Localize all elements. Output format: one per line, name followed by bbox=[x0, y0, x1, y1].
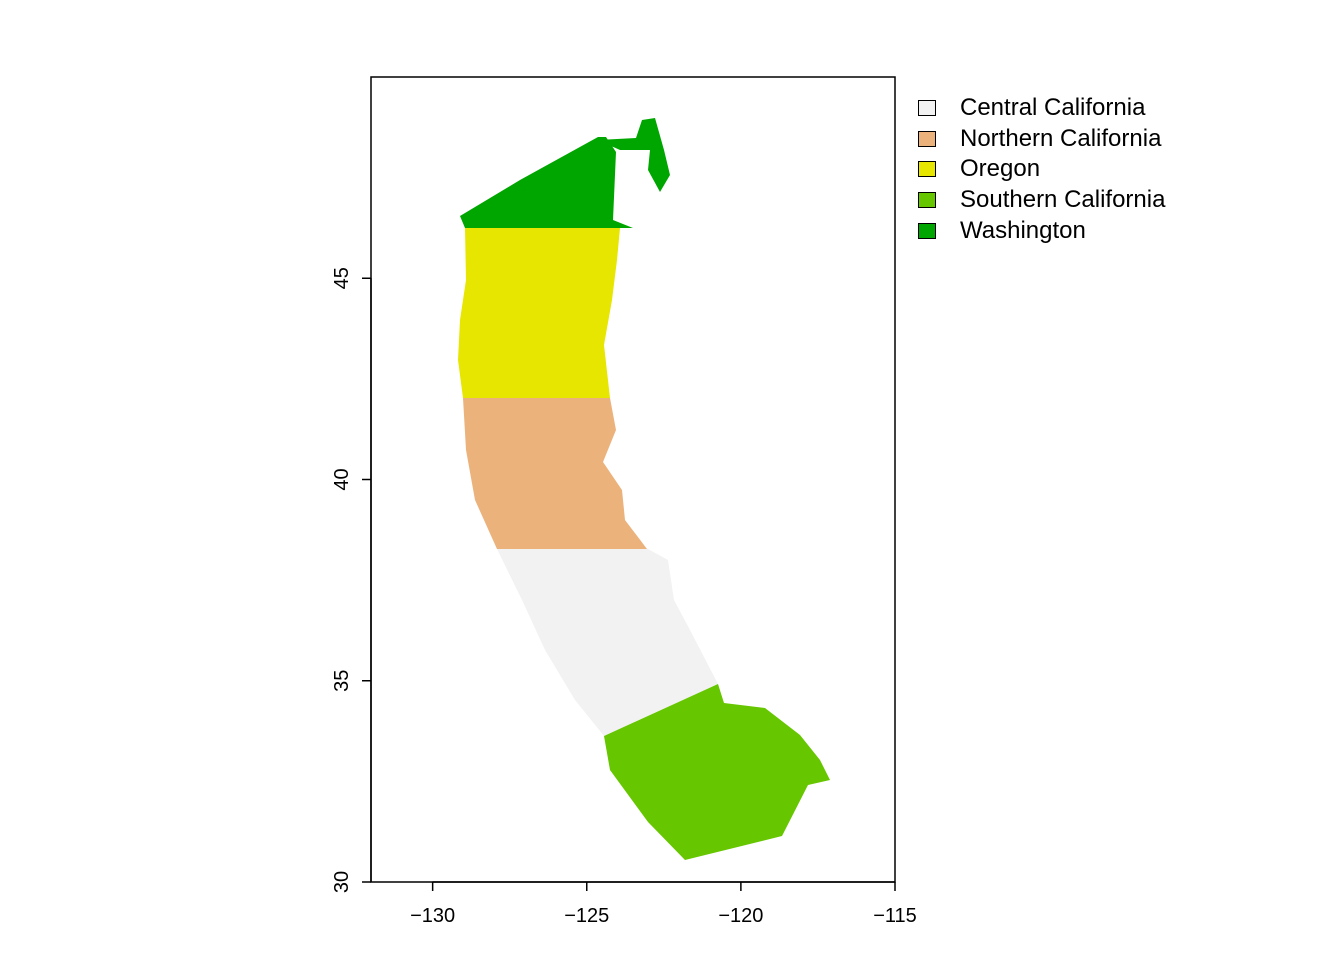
y-tick-label: 40 bbox=[331, 468, 353, 490]
regions-layer bbox=[458, 118, 830, 860]
x-tick-label: −130 bbox=[410, 905, 455, 927]
legend-item-southern-california: Southern California bbox=[918, 185, 1165, 216]
region-oregon bbox=[458, 228, 620, 398]
legend-swatch bbox=[918, 192, 936, 209]
x-tick-label: −125 bbox=[564, 905, 609, 927]
y-tick-label: 35 bbox=[331, 670, 353, 692]
legend-item-washington: Washington bbox=[918, 215, 1165, 246]
region-central-california bbox=[497, 549, 718, 736]
y-axis: 30 35 40 45 bbox=[331, 267, 372, 893]
region-washington bbox=[460, 118, 670, 228]
y-tick-label: 30 bbox=[331, 871, 353, 893]
legend-label: Central California bbox=[960, 94, 1146, 122]
legend-item-oregon: Oregon bbox=[918, 154, 1165, 185]
legend-item-central-california: Central California bbox=[918, 93, 1165, 124]
legend-swatch bbox=[918, 222, 936, 239]
legend-swatch bbox=[918, 130, 936, 147]
x-tick-label: −120 bbox=[718, 905, 763, 927]
legend-label: Washington bbox=[960, 216, 1086, 244]
legend-label: Northern California bbox=[960, 124, 1162, 152]
legend-item-northern-california: Northern California bbox=[918, 124, 1165, 155]
legend-label: Oregon bbox=[960, 155, 1041, 183]
legend-swatch bbox=[918, 161, 936, 178]
legend-label: Southern California bbox=[960, 186, 1166, 214]
legend: Central California Northern California O… bbox=[918, 93, 1165, 246]
legend-swatch bbox=[918, 100, 936, 117]
region-northern-california bbox=[463, 398, 647, 549]
region-southern-california bbox=[604, 684, 830, 860]
y-tick-label: 45 bbox=[331, 267, 353, 289]
x-axis: −130 −125 −120 −115 bbox=[410, 881, 917, 927]
x-tick-label: −115 bbox=[873, 905, 917, 927]
